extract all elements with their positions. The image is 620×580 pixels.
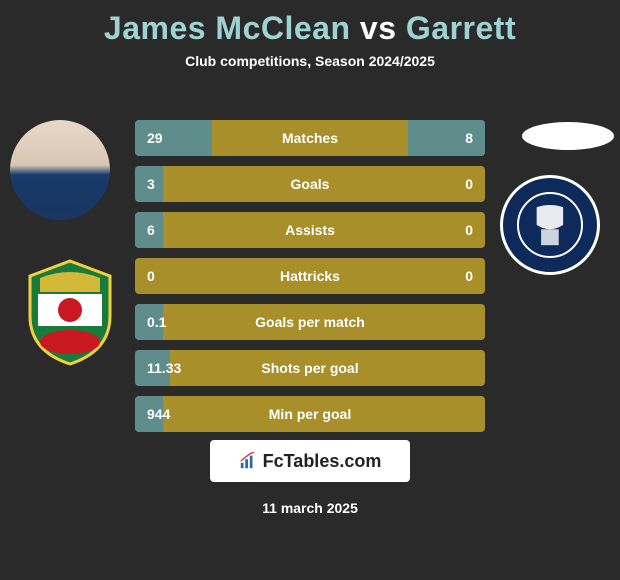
stat-label: Min per goal (135, 406, 485, 422)
stat-row: 0.1Goals per match (135, 304, 485, 340)
stat-label: Shots per goal (135, 360, 485, 376)
stat-label: Hattricks (135, 268, 485, 284)
stat-row: 944Min per goal (135, 396, 485, 432)
stat-row: 11.33Shots per goal (135, 350, 485, 386)
stat-row: 298Matches (135, 120, 485, 156)
crest-inner-ring (517, 192, 583, 258)
player2-name: Garrett (406, 10, 516, 46)
player1-club-crest (20, 256, 120, 366)
stat-label: Assists (135, 222, 485, 238)
chart-icon (239, 452, 257, 470)
vs-text: vs (360, 10, 397, 46)
stat-label: Goals (135, 176, 485, 192)
crest-detail-icon (519, 194, 581, 256)
shield-icon (20, 256, 120, 366)
title: James McClean vs Garrett (0, 0, 620, 47)
subtitle: Club competitions, Season 2024/2025 (0, 53, 620, 69)
comparison-card: { "title": { "player1": "James McClean",… (0, 0, 620, 580)
stat-row: 30Goals (135, 166, 485, 202)
brand-text: FcTables.com (263, 451, 382, 472)
brand-badge: FcTables.com (210, 440, 410, 482)
stats-container: 298Matches 30Goals 60Assists 00Hattricks 0.1… (135, 120, 485, 442)
stat-label: Matches (135, 130, 485, 146)
stat-row: 00Hattricks (135, 258, 485, 294)
stat-row: 60Assists (135, 212, 485, 248)
date-text: 11 march 2025 (0, 500, 620, 516)
player2-avatar-placeholder (522, 122, 614, 150)
player2-club-crest (500, 175, 600, 275)
player1-avatar (10, 120, 110, 220)
player1-name: James McClean (104, 10, 351, 46)
stat-label: Goals per match (135, 314, 485, 330)
